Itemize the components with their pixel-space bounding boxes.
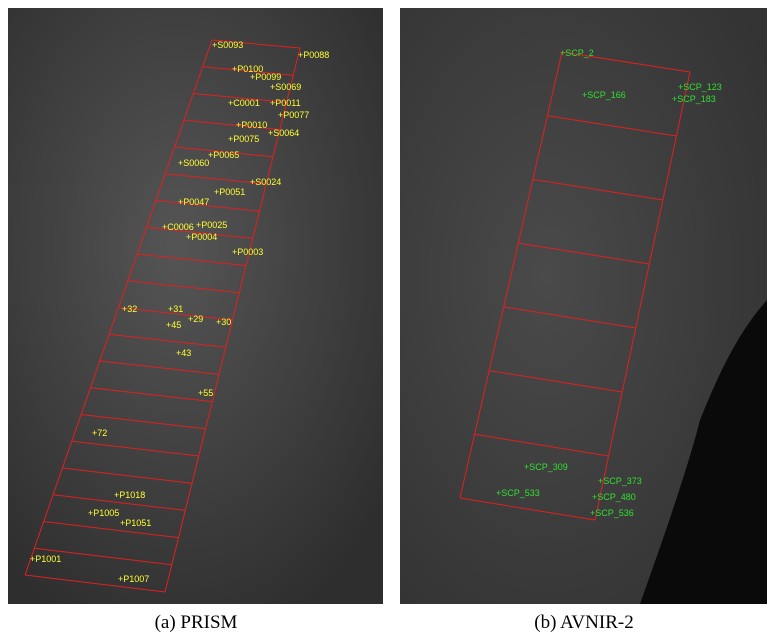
point-label: +P0075 <box>228 134 259 144</box>
point-label: +43 <box>176 348 191 358</box>
point-label: +P1005 <box>88 508 119 518</box>
point-label: +SCP_183 <box>672 94 716 104</box>
point-label: +S0069 <box>270 82 301 92</box>
point-label: +45 <box>166 320 181 330</box>
point-label: +SCP_533 <box>496 488 540 498</box>
caption: (b) AVNIR-2 <box>534 612 633 633</box>
point-label: +55 <box>198 388 213 398</box>
point-label: +P0047 <box>178 197 209 207</box>
point-label: +32 <box>122 304 137 314</box>
point-label: +S0093 <box>212 40 243 50</box>
point-label: +P0011 <box>270 98 301 108</box>
point-label: +P0099 <box>250 72 281 82</box>
point-label: +P0010 <box>236 120 267 130</box>
point-label: +P0025 <box>196 220 227 230</box>
point-label: +S0060 <box>178 158 209 168</box>
point-label: +P1018 <box>114 490 145 500</box>
point-label: +SCP_2 <box>560 48 594 58</box>
point-label: +SCP_166 <box>582 90 626 100</box>
point-label: +S0024 <box>250 177 281 187</box>
point-label: +SCP_480 <box>592 492 636 502</box>
point-label: +P0065 <box>208 150 239 160</box>
point-label: +P0003 <box>232 247 263 257</box>
point-label: +31 <box>168 304 183 314</box>
point-label: +P0077 <box>278 110 309 120</box>
point-label: +S0064 <box>268 128 299 138</box>
point-label: +SCP_536 <box>590 508 634 518</box>
point-label: +P0051 <box>214 187 245 197</box>
figure: (a) PRISM (b) AVNIR-2 +P0088+S0093+P0100… <box>0 0 770 639</box>
prism-image <box>8 8 383 604</box>
point-label: +C0006 <box>162 222 194 232</box>
point-label: +SCP_309 <box>524 462 568 472</box>
point-label: +29 <box>188 314 203 324</box>
point-label: +P0004 <box>186 232 217 242</box>
point-label: +P1051 <box>120 518 151 528</box>
point-label: +P0088 <box>298 50 329 60</box>
point-label: +SCP_373 <box>598 476 642 486</box>
point-label: +P1007 <box>118 574 149 584</box>
point-label: +30 <box>216 317 231 327</box>
point-label: +72 <box>92 428 107 438</box>
point-label: +C0001 <box>228 98 260 108</box>
caption: (a) PRISM <box>155 612 238 633</box>
point-label: +SCP_123 <box>678 82 722 92</box>
point-label: +P1001 <box>30 554 61 564</box>
